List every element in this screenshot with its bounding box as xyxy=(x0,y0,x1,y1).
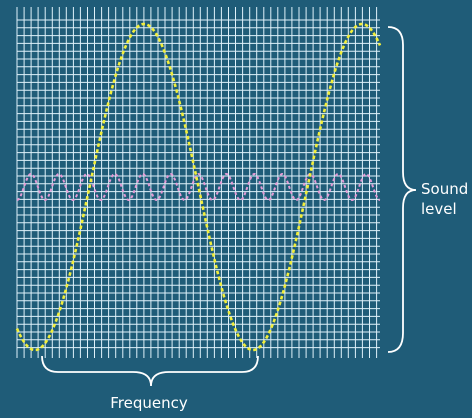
frequency-label: Frequency xyxy=(110,394,188,412)
quiet-wave xyxy=(16,172,381,202)
sound-level-label-line1: Sound xyxy=(421,180,468,198)
sound-level-label-line2: level xyxy=(421,200,457,218)
sound-level-brace xyxy=(387,26,417,353)
grid xyxy=(16,7,380,358)
frequency-brace xyxy=(41,355,259,387)
